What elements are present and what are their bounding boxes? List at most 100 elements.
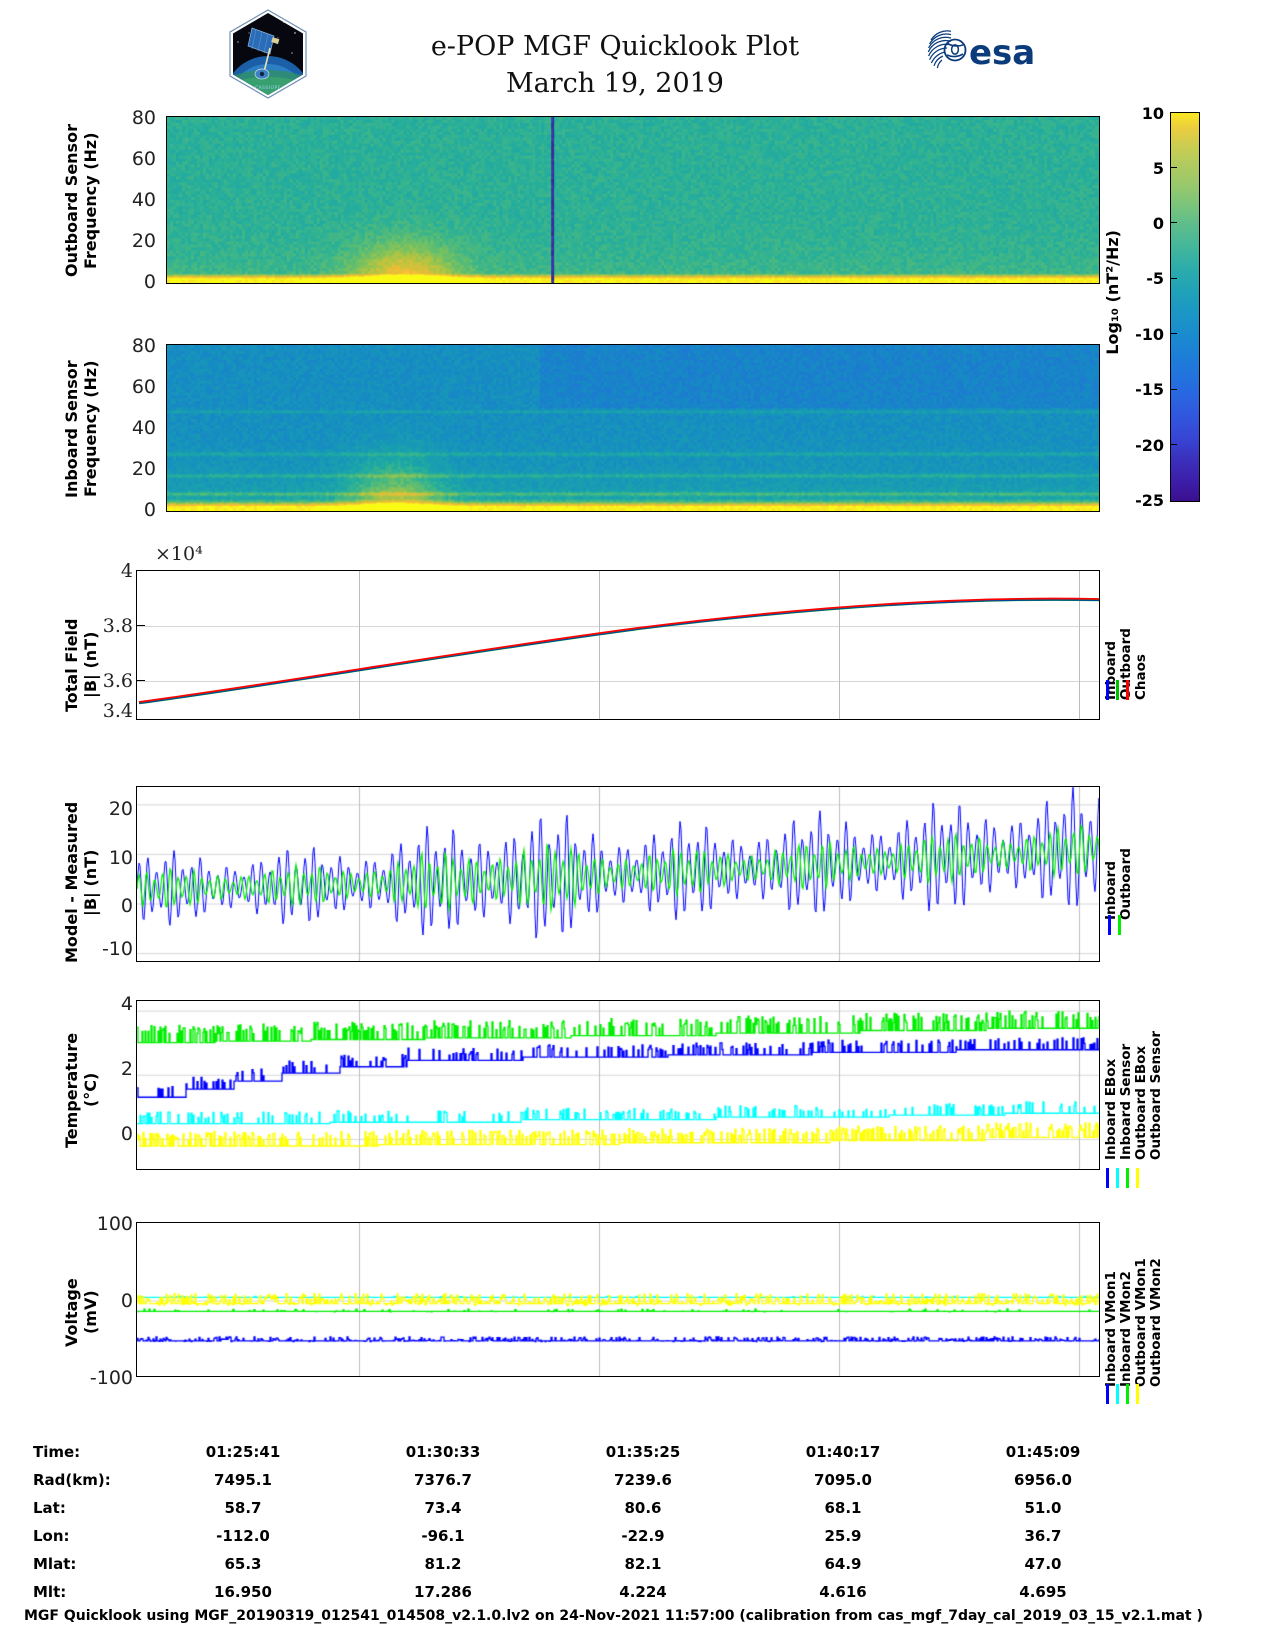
voltage-ytick: -100 bbox=[89, 1367, 133, 1389]
model-measured-ytick: -10 bbox=[101, 938, 133, 960]
table-cell: -112.0 bbox=[216, 1527, 270, 1545]
table-cell: 7495.1 bbox=[214, 1471, 272, 1489]
colorbar-tickmark bbox=[1170, 167, 1177, 169]
footer-text: MGF Quicklook using MGF_20190319_012541_… bbox=[24, 1608, 1203, 1624]
table-row-label: Rad(km): bbox=[33, 1471, 111, 1489]
ephemeris-table: Time: 01:25:41 01:30:33 01:35:25 01:40:17 01:… bbox=[0, 1438, 1275, 1606]
gridline bbox=[137, 681, 1099, 682]
table-cell: 64.9 bbox=[824, 1555, 862, 1573]
table-cell: 58.7 bbox=[224, 1499, 262, 1517]
table-cell: -22.9 bbox=[621, 1527, 665, 1545]
model-measured-legend-swatches bbox=[1108, 915, 1121, 935]
table-cell: 4.224 bbox=[619, 1583, 667, 1601]
vgridline bbox=[839, 571, 840, 719]
table-cell: 01:45:09 bbox=[1005, 1443, 1081, 1461]
table-row-label: Mlat: bbox=[33, 1555, 77, 1573]
colorbar-tick: 10 bbox=[1141, 104, 1164, 123]
total-field-exponent: ×10⁴ bbox=[155, 543, 203, 565]
outboard-spec-ytick: 0 bbox=[143, 271, 156, 293]
outboard-spec-ytick: 40 bbox=[131, 189, 156, 211]
temperature-ytick: 0 bbox=[120, 1123, 133, 1145]
model-measured-traces bbox=[137, 787, 1099, 961]
colorbar-tickmark bbox=[1170, 278, 1177, 280]
table-cell: 17.286 bbox=[414, 1583, 472, 1601]
table-row: Time: 01:25:41 01:30:33 01:35:25 01:40:17 01:… bbox=[33, 1438, 1143, 1466]
voltage-panel[interactable] bbox=[136, 1222, 1100, 1377]
temperature-traces bbox=[137, 1001, 1099, 1169]
table-cell: 16.950 bbox=[214, 1583, 272, 1601]
temperature-ytick: 4 bbox=[120, 993, 133, 1015]
legend-swatch-outboard-sensor bbox=[1136, 1168, 1139, 1188]
page-title: e-POP MGF Quicklook Plot bbox=[430, 31, 800, 62]
outboard-spec-ytick: 80 bbox=[131, 107, 156, 129]
voltage-legend-labels: Inboard VMon1 Inboard VMon2 Outboard VMo… bbox=[1103, 1222, 1164, 1387]
total-field-traces bbox=[138, 597, 1099, 705]
total-field-ytick: 3.4 bbox=[102, 700, 133, 722]
table-cell: 65.3 bbox=[224, 1555, 262, 1573]
model-measured-legend-labels: Inboard Outboard bbox=[1103, 800, 1134, 920]
colorbar-tick: 5 bbox=[1152, 159, 1164, 178]
tick bbox=[136, 625, 145, 627]
total-field-legend-swatches bbox=[1106, 680, 1129, 700]
table-cell: 36.7 bbox=[1024, 1527, 1062, 1545]
page-header: CASSIOPE e-POP MGF Quicklook Plot March … bbox=[0, 0, 1275, 105]
cassiope-logo: CASSIOPE bbox=[229, 9, 307, 99]
legend-swatch-outboard bbox=[1118, 915, 1121, 935]
svg-text:esa: esa bbox=[969, 33, 1035, 72]
model-measured-ytick: 0 bbox=[120, 895, 133, 917]
total-field-panel[interactable] bbox=[136, 570, 1100, 720]
gridline bbox=[137, 626, 1099, 627]
legend-swatch-inboard-sensor bbox=[1116, 1168, 1119, 1188]
inboard-spectrogram-canvas bbox=[167, 345, 1099, 511]
legend-swatch-outboard-vmon2 bbox=[1136, 1384, 1139, 1404]
colorbar-tick: -25 bbox=[1135, 491, 1164, 510]
table-row: Rad(km): 7495.1 7376.7 7239.6 7095.0 6956.0 bbox=[33, 1466, 1143, 1494]
table-cell: 01:35:25 bbox=[605, 1443, 681, 1461]
legend-swatch-outboard-vmon1 bbox=[1126, 1384, 1129, 1404]
table-row-label: Time: bbox=[33, 1443, 81, 1461]
ephemeris-table-grid: Time: 01:25:41 01:30:33 01:35:25 01:40:17 01:… bbox=[33, 1438, 1143, 1606]
table-row: Lon: -112.0 -96.1 -22.9 25.9 36.7 bbox=[33, 1522, 1143, 1550]
table-cell: 7376.7 bbox=[414, 1471, 472, 1489]
colorbar-tick: -10 bbox=[1135, 325, 1164, 344]
voltage-legend-swatches bbox=[1106, 1384, 1139, 1404]
outboard-spectrogram-canvas bbox=[167, 117, 1099, 283]
table-cell: 4.616 bbox=[819, 1583, 867, 1601]
legend-swatch-inboard-vmon1 bbox=[1106, 1384, 1109, 1404]
outboard-sensor-spectrogram[interactable] bbox=[166, 116, 1100, 284]
inboard-spec-ytick: 80 bbox=[131, 335, 156, 357]
table-cell: 80.6 bbox=[624, 1499, 662, 1517]
table-cell: 51.0 bbox=[1024, 1499, 1062, 1517]
voltage-ytick: 100 bbox=[96, 1213, 133, 1235]
title-block: e-POP MGF Quicklook Plot March 19, 2019 bbox=[330, 28, 900, 102]
inboard-sensor-spectrogram[interactable] bbox=[166, 344, 1100, 512]
colorbar-tick: -15 bbox=[1135, 380, 1164, 399]
temperature-legend-swatches bbox=[1106, 1168, 1139, 1188]
table-row-label: Lon: bbox=[33, 1527, 70, 1545]
colorbar bbox=[1170, 112, 1200, 502]
tick bbox=[136, 680, 145, 682]
legend-text: Inboard EBox Inboard Sensor Outboard EBo… bbox=[1103, 1030, 1164, 1160]
esa-logo: esa bbox=[927, 30, 1035, 72]
table-cell: 82.1 bbox=[624, 1555, 662, 1573]
outboard-spec-ylabel: Outboard Sensor Frequency (Hz) bbox=[62, 124, 100, 278]
legend-swatch-inboard-vmon2 bbox=[1116, 1384, 1119, 1404]
model-measured-panel[interactable] bbox=[136, 786, 1100, 962]
inboard-spec-ytick: 60 bbox=[131, 376, 156, 398]
legend-swatch-inboard-ebox bbox=[1106, 1168, 1109, 1188]
colorbar-tickmark bbox=[1170, 333, 1177, 335]
total-field-legend-labels: Inboard Outboard Chaos bbox=[1103, 560, 1149, 700]
table-cell: 01:40:17 bbox=[805, 1443, 881, 1461]
table-cell: 6956.0 bbox=[1014, 1471, 1072, 1489]
legend-swatch-chaos bbox=[1126, 680, 1129, 700]
table-cell: 25.9 bbox=[824, 1527, 862, 1545]
temperature-panel[interactable] bbox=[136, 1000, 1100, 1170]
model-measured-ytick: 10 bbox=[108, 847, 133, 869]
legend-swatch-inboard bbox=[1108, 915, 1111, 935]
legend-swatch-outboard bbox=[1116, 680, 1119, 700]
table-row-label: Mlt: bbox=[33, 1583, 67, 1601]
inboard-spec-ylabel: Inboard Sensor Frequency (Hz) bbox=[62, 360, 100, 498]
legend-text: Inboard Outboard bbox=[1103, 848, 1134, 920]
table-cell: 73.4 bbox=[424, 1499, 462, 1517]
table-cell: 68.1 bbox=[824, 1499, 862, 1517]
